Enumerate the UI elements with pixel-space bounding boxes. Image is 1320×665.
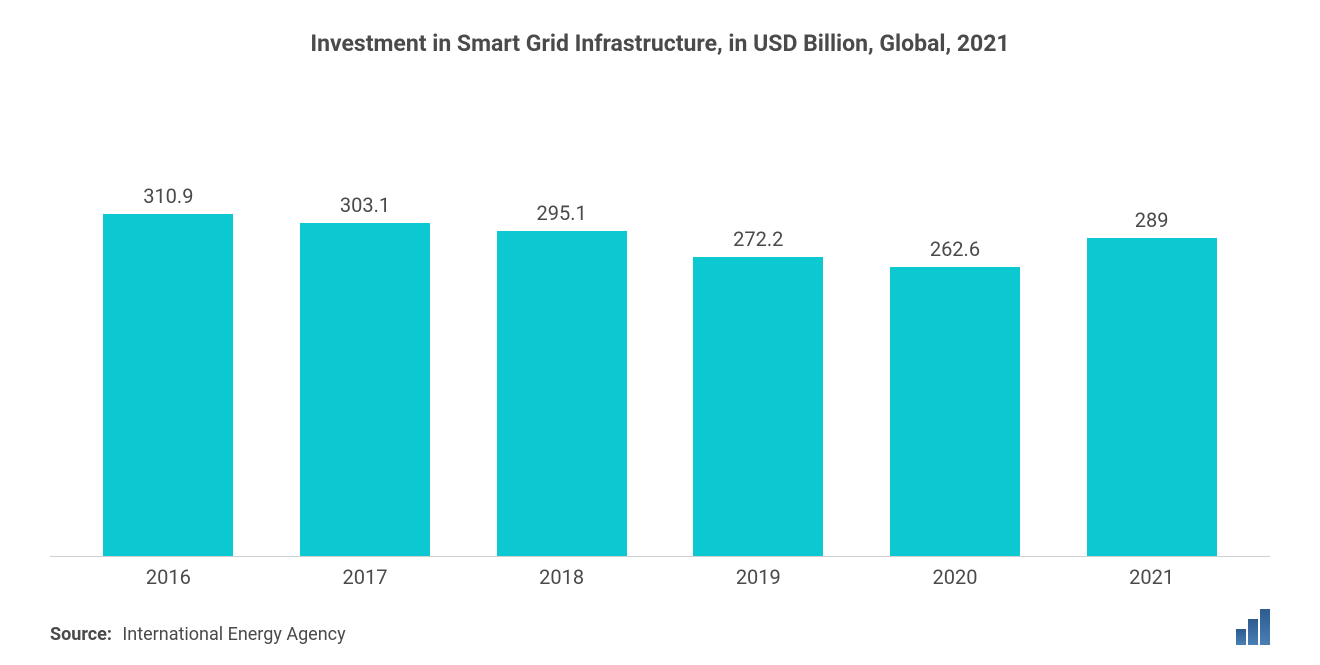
chart-footer: Source: International Energy Agency: [50, 609, 1270, 645]
logo-bar: [1260, 609, 1270, 645]
bar: [497, 231, 627, 556]
bar: [693, 257, 823, 556]
bar-value-label: 289: [1135, 208, 1169, 232]
source-label: Source:: [50, 624, 112, 645]
x-axis-label: 2021: [1087, 565, 1217, 589]
x-axis-labels: 2016 2017 2018 2019 2020 2021: [50, 557, 1270, 589]
bar: [1087, 238, 1217, 556]
chart-title: Investment in Smart Grid Infrastructure,…: [50, 30, 1270, 57]
bar: [300, 223, 430, 556]
source-citation: Source: International Energy Agency: [50, 624, 346, 645]
bar-group: 295.1: [497, 117, 627, 556]
x-axis-label: 2020: [890, 565, 1020, 589]
bar-value-label: 262.6: [930, 237, 980, 261]
x-axis-label: 2017: [300, 565, 430, 589]
bar-group: 303.1: [300, 117, 430, 556]
source-text: International Energy Agency: [122, 624, 345, 645]
x-axis-label: 2018: [497, 565, 627, 589]
bar-group: 310.9: [103, 117, 233, 556]
bar: [103, 214, 233, 556]
chart-container: Investment in Smart Grid Infrastructure,…: [0, 0, 1320, 665]
bar-value-label: 272.2: [733, 227, 783, 251]
bar-value-label: 310.9: [143, 184, 193, 208]
logo-bar: [1248, 619, 1258, 645]
x-axis-label: 2016: [103, 565, 233, 589]
bar-value-label: 303.1: [340, 193, 390, 217]
bar-group: 262.6: [890, 117, 1020, 556]
brand-logo-icon: [1236, 609, 1270, 645]
x-axis-label: 2019: [693, 565, 823, 589]
bar-value-label: 295.1: [537, 201, 587, 225]
logo-bar: [1236, 629, 1246, 645]
bar-group: 289: [1087, 117, 1217, 556]
bar-group: 272.2: [693, 117, 823, 556]
plot-area: 310.9 303.1 295.1 272.2 262.6 289: [50, 117, 1270, 557]
bar: [890, 267, 1020, 556]
